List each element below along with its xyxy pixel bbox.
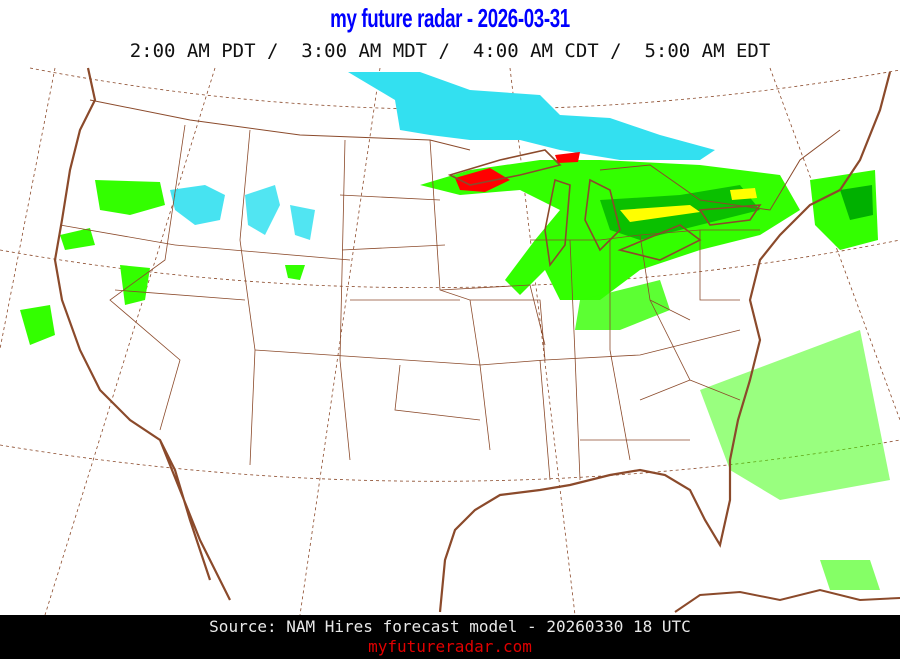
gulf-mexico-shoreline (674, 588, 900, 613)
footer: Source: NAM Hires forecast model - 20260… (0, 615, 900, 659)
source-text: Source: NAM Hires forecast model - 20260… (209, 617, 691, 636)
site-link[interactable]: myfutureradar.com (368, 637, 532, 656)
graticule (0, 67, 900, 615)
boundaries (53, 67, 900, 613)
snow-area-canada (348, 72, 715, 160)
page-title: my future radar - 2026-03-31 (330, 3, 570, 33)
snow-area-northwest (170, 185, 225, 225)
coastline (53, 67, 892, 613)
intense-area-superior (455, 168, 510, 192)
snow-area-montana (245, 185, 280, 235)
rain-area-ohio-valley (575, 280, 670, 330)
valid-times: 2:00 AM PDT / 3:00 AM MDT / 4:00 AM CDT … (129, 40, 771, 62)
state-lines (59, 124, 760, 481)
national-border (89, 99, 841, 211)
precipitation (20, 72, 890, 590)
radar-map (0, 67, 900, 615)
rain-area-washington (95, 180, 165, 215)
